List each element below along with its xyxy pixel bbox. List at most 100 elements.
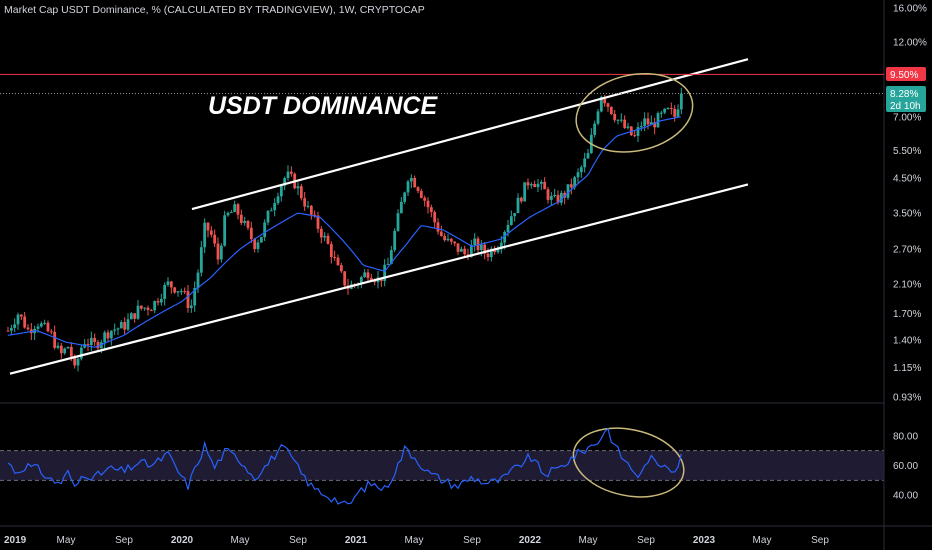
candle-body xyxy=(19,314,23,317)
candle-body xyxy=(146,307,150,311)
candle-body xyxy=(669,108,673,110)
candle-body xyxy=(443,235,447,241)
time-tick-label: 2023 xyxy=(693,535,716,546)
time-tick-label: Sep xyxy=(637,535,655,546)
time-tick-label: 2022 xyxy=(519,535,542,546)
candle-body xyxy=(289,171,293,174)
price-axis[interactable]: 16.00% 12.00% 9.50% 7.00% 5.50% 4.50% 3.50% 2.7… xyxy=(893,4,927,404)
candle-body xyxy=(603,96,607,104)
price-tick-label: 16.00% xyxy=(893,4,927,15)
candle-body xyxy=(586,153,590,159)
price-tick-label: 2.10% xyxy=(893,279,921,290)
candle-body xyxy=(509,216,513,225)
candle-body xyxy=(253,238,257,250)
candle-body xyxy=(76,358,80,366)
candle-body xyxy=(109,330,113,339)
candle-body xyxy=(486,253,490,258)
candle-body xyxy=(53,331,57,348)
candle-body xyxy=(323,235,327,238)
candle-body xyxy=(249,227,253,239)
time-tick-label: Sep xyxy=(115,535,133,546)
candle-body xyxy=(639,125,643,128)
candle-body xyxy=(96,342,100,349)
candle-body xyxy=(473,238,477,246)
candle-body xyxy=(516,197,520,214)
candle-body xyxy=(449,238,453,242)
candle-body xyxy=(406,181,410,193)
candle-body xyxy=(303,198,307,207)
candle-body xyxy=(156,301,160,303)
candle-body xyxy=(429,207,433,213)
candle-body xyxy=(113,329,117,331)
candle-body xyxy=(219,245,223,260)
candle-body xyxy=(206,222,210,231)
time-axis[interactable]: 2019 May Sep 2020 May Sep 2021 May Sep 2022 May Sep… xyxy=(4,535,829,546)
candle-body xyxy=(679,93,683,110)
channel-lower-line[interactable] xyxy=(9,183,749,375)
candle-body xyxy=(536,183,540,188)
candle-body xyxy=(676,109,680,117)
candle-body xyxy=(66,346,70,349)
candle-body xyxy=(26,327,30,330)
time-tick-label: Sep xyxy=(463,535,481,546)
candle-body xyxy=(49,331,53,333)
highlight-ellipse-rsi[interactable] xyxy=(567,419,690,507)
time-tick-label: 2020 xyxy=(171,535,194,546)
price-tick-label: 0.93% xyxy=(893,393,921,404)
candle-body xyxy=(373,280,377,283)
candle-body xyxy=(526,182,530,186)
price-tick-label: 12.00% xyxy=(893,37,927,48)
candle-body xyxy=(519,197,523,202)
time-tick-label: Sep xyxy=(289,535,307,546)
candle-body xyxy=(276,196,280,204)
time-tick-label: May xyxy=(231,535,250,546)
highlight-ellipse-price[interactable] xyxy=(569,63,700,162)
candle-body xyxy=(439,231,443,236)
candle-body xyxy=(499,242,503,250)
candle-body xyxy=(199,247,203,273)
candle-body xyxy=(213,234,217,244)
candle-body xyxy=(116,328,120,330)
candle-body xyxy=(646,118,650,125)
candle-body xyxy=(626,126,630,128)
candle-body xyxy=(239,214,243,223)
candle-body xyxy=(479,244,483,251)
candle-body xyxy=(263,222,267,238)
price-tick-label: 2.70% xyxy=(893,245,921,256)
candle-body xyxy=(169,281,173,288)
candle-body xyxy=(313,214,317,216)
chart-title: Market Cap USDT Dominance, % (CALCULATED… xyxy=(4,4,425,16)
candle-body xyxy=(566,184,570,198)
candle-body xyxy=(416,187,420,192)
candle-body xyxy=(409,177,413,182)
candle-body xyxy=(143,307,147,309)
candle-body xyxy=(403,192,407,202)
time-tick-label: May xyxy=(405,535,424,546)
resistance-price-tag: 9.50% xyxy=(886,67,926,81)
price-tick-label: 7.00% xyxy=(893,112,921,123)
candle-body xyxy=(506,224,510,232)
rsi-line xyxy=(7,427,682,505)
candle-body xyxy=(386,263,390,265)
rsi-axis[interactable]: 80.00 60.00 40.00 xyxy=(893,431,918,501)
channel-upper-line[interactable] xyxy=(191,58,749,211)
countdown-label: 2d 10h xyxy=(890,101,921,112)
candle-body xyxy=(643,118,647,126)
candle-body xyxy=(16,314,20,325)
time-tick-label: 2019 xyxy=(4,535,27,546)
candle-body xyxy=(6,330,10,332)
candle-body xyxy=(523,182,527,202)
time-tick-label: May xyxy=(57,535,76,546)
resistance-tag-label: 9.50% xyxy=(890,70,918,81)
candle-body xyxy=(183,291,187,293)
candle-body xyxy=(173,287,177,293)
price-tick-label: 5.50% xyxy=(893,146,921,157)
candle-body xyxy=(569,184,573,188)
candle-body xyxy=(673,108,677,117)
candle-body xyxy=(573,177,577,188)
candle-body xyxy=(236,204,240,215)
annotation-usdt-dominance[interactable]: USDT DOMINANCE xyxy=(208,92,438,120)
candle-body xyxy=(233,204,237,213)
candle-body xyxy=(243,220,247,223)
